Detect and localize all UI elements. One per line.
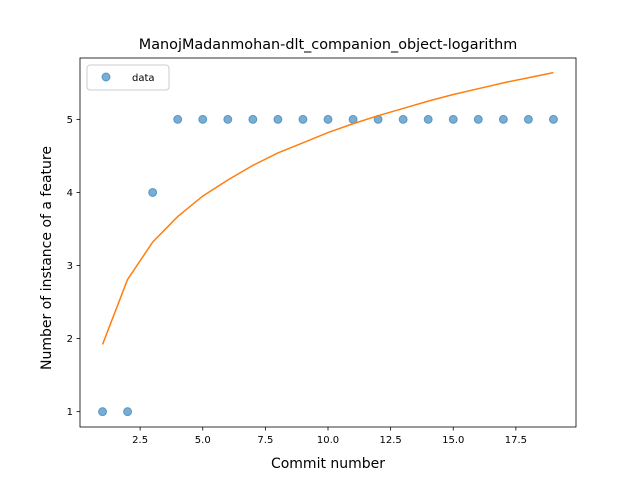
axes: 2.5 5.0 7.5 10.0 12.5 15.0 17.5 1 2 3 4 5 [67,57,577,446]
data-point [273,114,283,124]
data-point [423,114,433,124]
data-point [223,114,233,124]
data-point [473,114,483,124]
y-tick-label: 5 [67,115,73,126]
legend: data [86,64,170,91]
x-tick-label: 10.0 [317,435,339,446]
data-point [173,114,183,124]
x-tick-label: 15.0 [442,435,464,446]
x-tick-label: 12.5 [379,435,401,446]
x-tick-label: 17.5 [505,435,527,446]
x-tick-label: 5.0 [195,435,211,446]
data-point [448,114,458,124]
data-point [323,114,333,124]
chart-title: ManojMadanmohan-dlt_companion_object-log… [139,37,517,53]
data-point [98,407,108,417]
y-tick-label: 3 [67,261,73,272]
data-point [523,114,533,124]
data-point [548,114,558,124]
fit-line [101,71,554,345]
data-point [148,187,158,197]
x-tick-label: 7.5 [257,435,273,446]
y-tick-label: 2 [67,334,73,345]
x-axis-label: Commit number [271,456,385,472]
legend-box [86,64,170,91]
data-point [198,114,208,124]
y-tick-label: 4 [67,188,73,199]
data-point [398,114,408,124]
data-point [248,114,258,124]
y-axis-label: Number of instance of a feature [39,146,55,370]
data-points [98,114,558,417]
plot-area [98,71,558,417]
y-tick-label: 1 [67,407,73,418]
legend-label: data [132,73,155,84]
data-point [123,407,133,417]
data-point [498,114,508,124]
legend-marker [101,72,111,82]
x-tick-label: 2.5 [132,435,148,446]
data-point [298,114,308,124]
